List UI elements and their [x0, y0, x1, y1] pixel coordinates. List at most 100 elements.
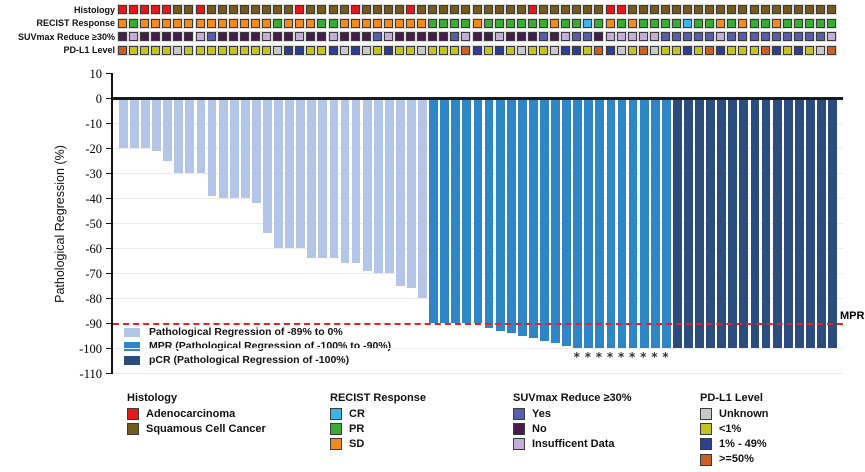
waterfall-bar-mpr [495, 99, 505, 331]
recist-cell [438, 17, 450, 29]
recist-cell [416, 17, 428, 29]
recist-cell [482, 17, 494, 29]
suvmax-cell [493, 31, 505, 43]
waterfall-bar-mpr [451, 99, 461, 324]
suvmax-cell [826, 31, 838, 43]
recist-cell [604, 17, 616, 29]
pdl1-cell [648, 44, 660, 56]
recist-cell [560, 17, 572, 29]
recist-cell [803, 17, 815, 29]
legend-swatch [127, 408, 139, 420]
legend-swatch [700, 408, 712, 420]
waterfall-bar-mpr [484, 99, 494, 329]
waterfall-bar-partial [263, 99, 272, 234]
gridline [113, 373, 843, 374]
waterfall-bar-mpr [551, 99, 560, 344]
waterfall-bar-mpr [528, 99, 538, 339]
recist-cell [682, 17, 694, 29]
histology-cell [726, 4, 738, 16]
histology-cell [117, 4, 128, 16]
histology-cell [626, 4, 638, 16]
waterfall-bar-pcr [794, 99, 804, 349]
legend-title-4: PD-L1 Level [700, 392, 763, 404]
waterfall-bar-partial [163, 99, 173, 161]
pdl1-cell [427, 44, 439, 56]
pdl1-cell [316, 44, 328, 56]
histology-cell [382, 4, 394, 16]
y-axis-line [111, 73, 113, 374]
recist-cell [427, 17, 439, 29]
waterfall-bar-pcr [684, 99, 693, 349]
y-tick-mark [106, 197, 113, 200]
recist-cell [549, 17, 561, 29]
suvmax-cell [449, 31, 461, 43]
suvmax-cell [671, 31, 682, 43]
waterfall-bar-pcr [817, 99, 826, 349]
recist-cell [538, 17, 550, 29]
recist-cell [338, 17, 350, 29]
histology-cell [659, 4, 671, 16]
waterfall-bar-pcr [717, 99, 727, 349]
waterfall-bar-mpr [617, 99, 627, 349]
recist-cell [382, 17, 394, 29]
histology-cell [826, 4, 838, 16]
recist-cell [249, 17, 261, 29]
recist-cell [216, 17, 228, 29]
recist-cell [205, 17, 217, 29]
pdl1-cell [161, 44, 173, 56]
histology-cell [792, 4, 804, 16]
waterfall-bar-partial [373, 99, 383, 274]
recist-cell [715, 17, 727, 29]
pdl1-cell [803, 44, 815, 56]
pdl1-cell [394, 44, 405, 56]
legend-item-label: No [532, 422, 547, 435]
suvmax-cell [249, 31, 261, 43]
pdl1-cell [593, 44, 605, 56]
suvmax-cell [316, 31, 328, 43]
histology-cell [704, 4, 716, 16]
pdl1-cell [549, 44, 561, 56]
histology-cell [205, 4, 217, 16]
recist-cell [648, 17, 660, 29]
mpr-swatch [124, 341, 140, 351]
pdl1-cell [460, 44, 472, 56]
waterfall-bar-pcr [761, 99, 771, 349]
suvmax-cell [659, 31, 671, 43]
y-tick-mark [106, 347, 113, 350]
suvmax-cell [427, 31, 439, 43]
pdl1-cell [659, 44, 671, 56]
recist-cell [227, 17, 239, 29]
waterfall-bar-mpr [628, 99, 638, 349]
histology-cell [172, 4, 184, 16]
waterfall-bar-partial [229, 99, 239, 199]
suvmax-cell [615, 31, 627, 43]
recist-cell [615, 17, 627, 29]
legend-item-label: CR [349, 407, 365, 420]
waterfall-bar-partial [296, 99, 306, 249]
pdl1-cell [305, 44, 317, 56]
suvmax-cell [394, 31, 405, 43]
legend-swatch [127, 423, 139, 436]
pdl1-cell [482, 44, 494, 56]
pdl1-cell [493, 44, 505, 56]
waterfall-bar-partial [351, 99, 361, 264]
waterfall-bar-pcr [750, 99, 760, 349]
pdl1-cell [726, 44, 738, 56]
histology-cell [183, 4, 195, 16]
suvmax-cell [338, 31, 350, 43]
histology-cell [327, 4, 339, 16]
pdl1-cell [371, 44, 383, 56]
histology-cell [770, 4, 782, 16]
recist-cell [693, 17, 705, 29]
recist-cell [194, 17, 206, 29]
legend-title-3: SUVmax Reduce ≥30% [513, 392, 632, 404]
suvmax-cell [405, 31, 417, 43]
suvmax-cell [294, 31, 306, 43]
asterisk-marker: * [662, 350, 669, 364]
asterisk-marker: * [584, 350, 591, 364]
pdl1-cell [560, 44, 572, 56]
pdl1-cell [781, 44, 793, 56]
asterisk-marker: * [617, 350, 625, 364]
waterfall-bar-partial [362, 99, 372, 271]
histology-cell [515, 4, 527, 16]
